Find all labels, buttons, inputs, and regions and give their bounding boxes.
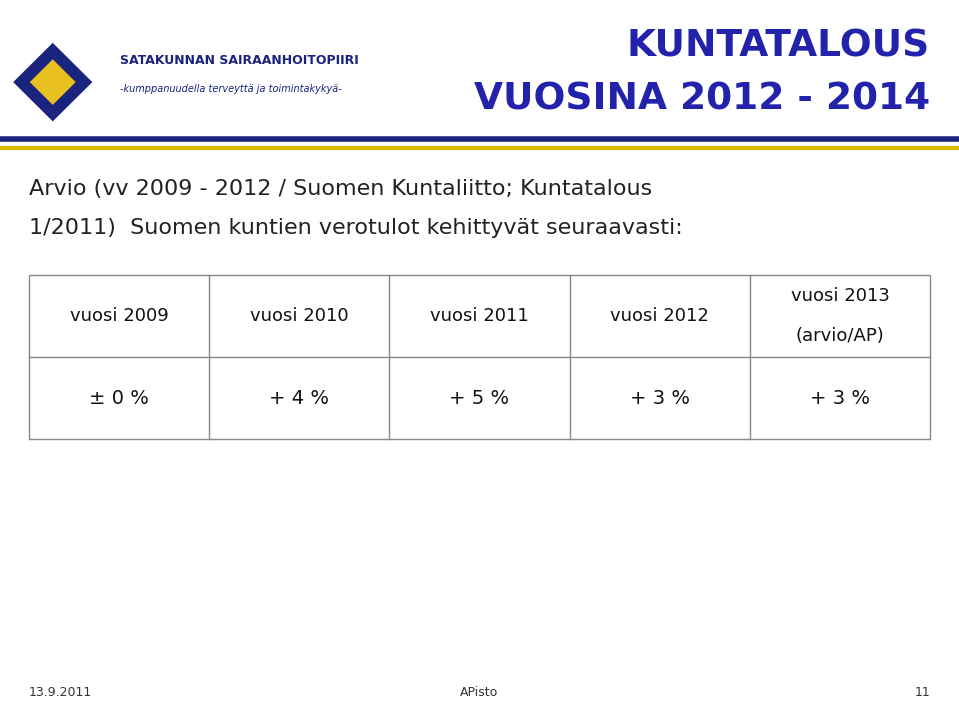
Text: + 3 %: + 3 % bbox=[630, 388, 690, 408]
Text: 11: 11 bbox=[915, 686, 930, 699]
Text: VUOSINA 2012 - 2014: VUOSINA 2012 - 2014 bbox=[474, 82, 930, 118]
Text: 1/2011)  Suomen kuntien verotulot kehittyvät seuraavasti:: 1/2011) Suomen kuntien verotulot kehitty… bbox=[29, 218, 683, 238]
Text: + 3 %: + 3 % bbox=[810, 388, 870, 408]
Text: -kumppanuudella terveyttä ja toimintakykyä-: -kumppanuudella terveyttä ja toimintakyk… bbox=[120, 84, 341, 94]
Text: vuosi 2013: vuosi 2013 bbox=[790, 287, 890, 305]
Text: vuosi 2012: vuosi 2012 bbox=[610, 307, 710, 325]
Text: + 5 %: + 5 % bbox=[450, 388, 509, 408]
Text: (arvio/AP): (arvio/AP) bbox=[796, 327, 884, 345]
Text: 13.9.2011: 13.9.2011 bbox=[29, 686, 92, 699]
Polygon shape bbox=[30, 59, 76, 105]
Text: Arvio (vv 2009 - 2012 / Suomen Kuntaliitto; Kuntatalous: Arvio (vv 2009 - 2012 / Suomen Kuntaliit… bbox=[29, 179, 652, 199]
Polygon shape bbox=[13, 43, 92, 121]
Bar bbox=[29, 275, 930, 439]
Text: + 4 %: + 4 % bbox=[269, 388, 329, 408]
Text: vuosi 2011: vuosi 2011 bbox=[431, 307, 528, 325]
Text: ± 0 %: ± 0 % bbox=[89, 388, 149, 408]
Text: vuosi 2010: vuosi 2010 bbox=[250, 307, 348, 325]
Text: KUNTATALOUS: KUNTATALOUS bbox=[627, 29, 930, 64]
Text: SATAKUNNAN SAIRAANHOITOPIIRI: SATAKUNNAN SAIRAANHOITOPIIRI bbox=[120, 54, 359, 67]
Text: APisto: APisto bbox=[460, 686, 499, 699]
Text: vuosi 2009: vuosi 2009 bbox=[70, 307, 168, 325]
